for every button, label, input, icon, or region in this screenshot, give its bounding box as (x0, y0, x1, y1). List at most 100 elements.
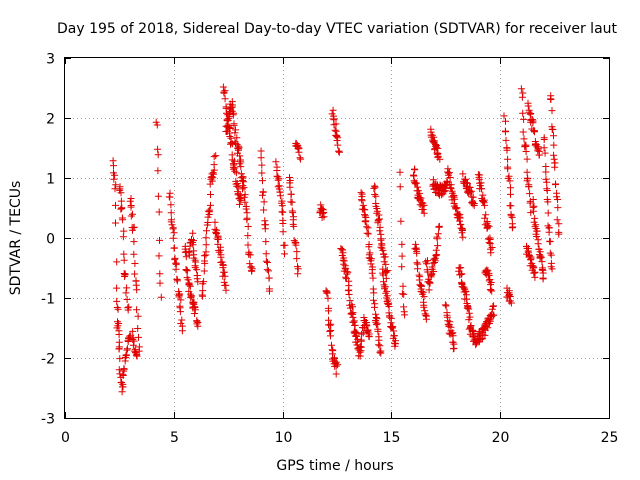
data-point (430, 255, 438, 263)
data-point (347, 309, 355, 317)
points-layer (109, 83, 563, 396)
data-point (428, 263, 436, 271)
data-point (537, 253, 545, 261)
data-point (457, 271, 465, 278)
data-point (193, 272, 201, 279)
data-point (462, 175, 470, 183)
data-point (488, 287, 496, 295)
y-tick-label: 1 (46, 172, 55, 188)
data-point (123, 296, 131, 303)
data-point (450, 192, 458, 200)
data-point (262, 250, 270, 258)
data-point (520, 135, 528, 143)
data-point (114, 318, 121, 326)
data-point (485, 239, 493, 247)
data-point (507, 212, 515, 220)
data-point (486, 240, 494, 247)
data-point (507, 299, 515, 307)
data-point (367, 257, 375, 265)
data-point (257, 147, 265, 155)
data-point (221, 87, 229, 95)
data-point (420, 209, 428, 217)
data-point (112, 219, 119, 227)
data-point (548, 107, 556, 115)
data-point (507, 190, 514, 198)
data-point (458, 270, 466, 278)
data-point (429, 176, 437, 184)
data-point (207, 201, 214, 209)
data-point (535, 147, 543, 155)
data-point (531, 273, 539, 281)
data-point (339, 249, 347, 257)
data-point (529, 119, 537, 127)
data-point (478, 185, 486, 193)
data-point (193, 318, 201, 326)
data-point (134, 325, 142, 332)
data-point (423, 260, 431, 268)
data-point (275, 185, 283, 193)
data-point (486, 276, 494, 283)
data-point (127, 203, 135, 211)
data-point (420, 201, 428, 209)
data-point (525, 183, 533, 191)
data-point (550, 132, 557, 140)
data-point (536, 248, 544, 256)
data-point (555, 220, 563, 228)
data-point (360, 314, 368, 321)
y-tick-label: 3 (46, 52, 55, 68)
data-point (450, 344, 458, 352)
data-point (487, 279, 495, 286)
data-point (420, 301, 428, 309)
data-point (235, 144, 243, 152)
data-point (265, 267, 272, 275)
data-point (387, 323, 395, 331)
data-point (274, 173, 282, 181)
data-point (332, 120, 340, 128)
data-point (467, 322, 475, 329)
data-point (414, 183, 422, 191)
data-point (232, 169, 240, 177)
data-point (286, 177, 294, 184)
data-point (540, 144, 548, 152)
data-point (357, 336, 365, 344)
data-point (416, 189, 424, 197)
data-point (362, 214, 370, 221)
x-axis-label: GPS time / hours (276, 458, 393, 474)
data-point (330, 112, 338, 120)
data-point (231, 167, 239, 175)
data-point (236, 160, 244, 168)
data-point (412, 179, 420, 187)
data-point (398, 240, 406, 248)
data-point (275, 175, 283, 183)
data-point (469, 326, 477, 334)
data-point (358, 190, 366, 198)
data-point (482, 211, 490, 219)
data-point (364, 224, 372, 232)
data-point (543, 178, 551, 186)
data-point (370, 296, 377, 304)
data-point (199, 287, 207, 295)
data-point (120, 365, 128, 373)
data-point (248, 265, 256, 273)
data-point (372, 192, 380, 200)
data-point (432, 246, 440, 254)
data-point (117, 205, 125, 213)
data-point (555, 230, 563, 238)
data-point (359, 201, 367, 209)
data-point (119, 383, 127, 391)
data-point (502, 128, 509, 136)
x-tick-label: 10 (275, 430, 293, 446)
data-point (261, 225, 269, 233)
data-point (335, 148, 343, 156)
data-point (541, 149, 549, 157)
data-point (156, 279, 164, 287)
data-point (332, 362, 340, 370)
data-point (524, 247, 532, 255)
data-point (550, 151, 558, 159)
data-point (546, 238, 554, 246)
y-tick-label: -3 (41, 412, 55, 428)
data-point (230, 157, 238, 165)
data-point (430, 268, 438, 275)
data-point (413, 249, 421, 257)
